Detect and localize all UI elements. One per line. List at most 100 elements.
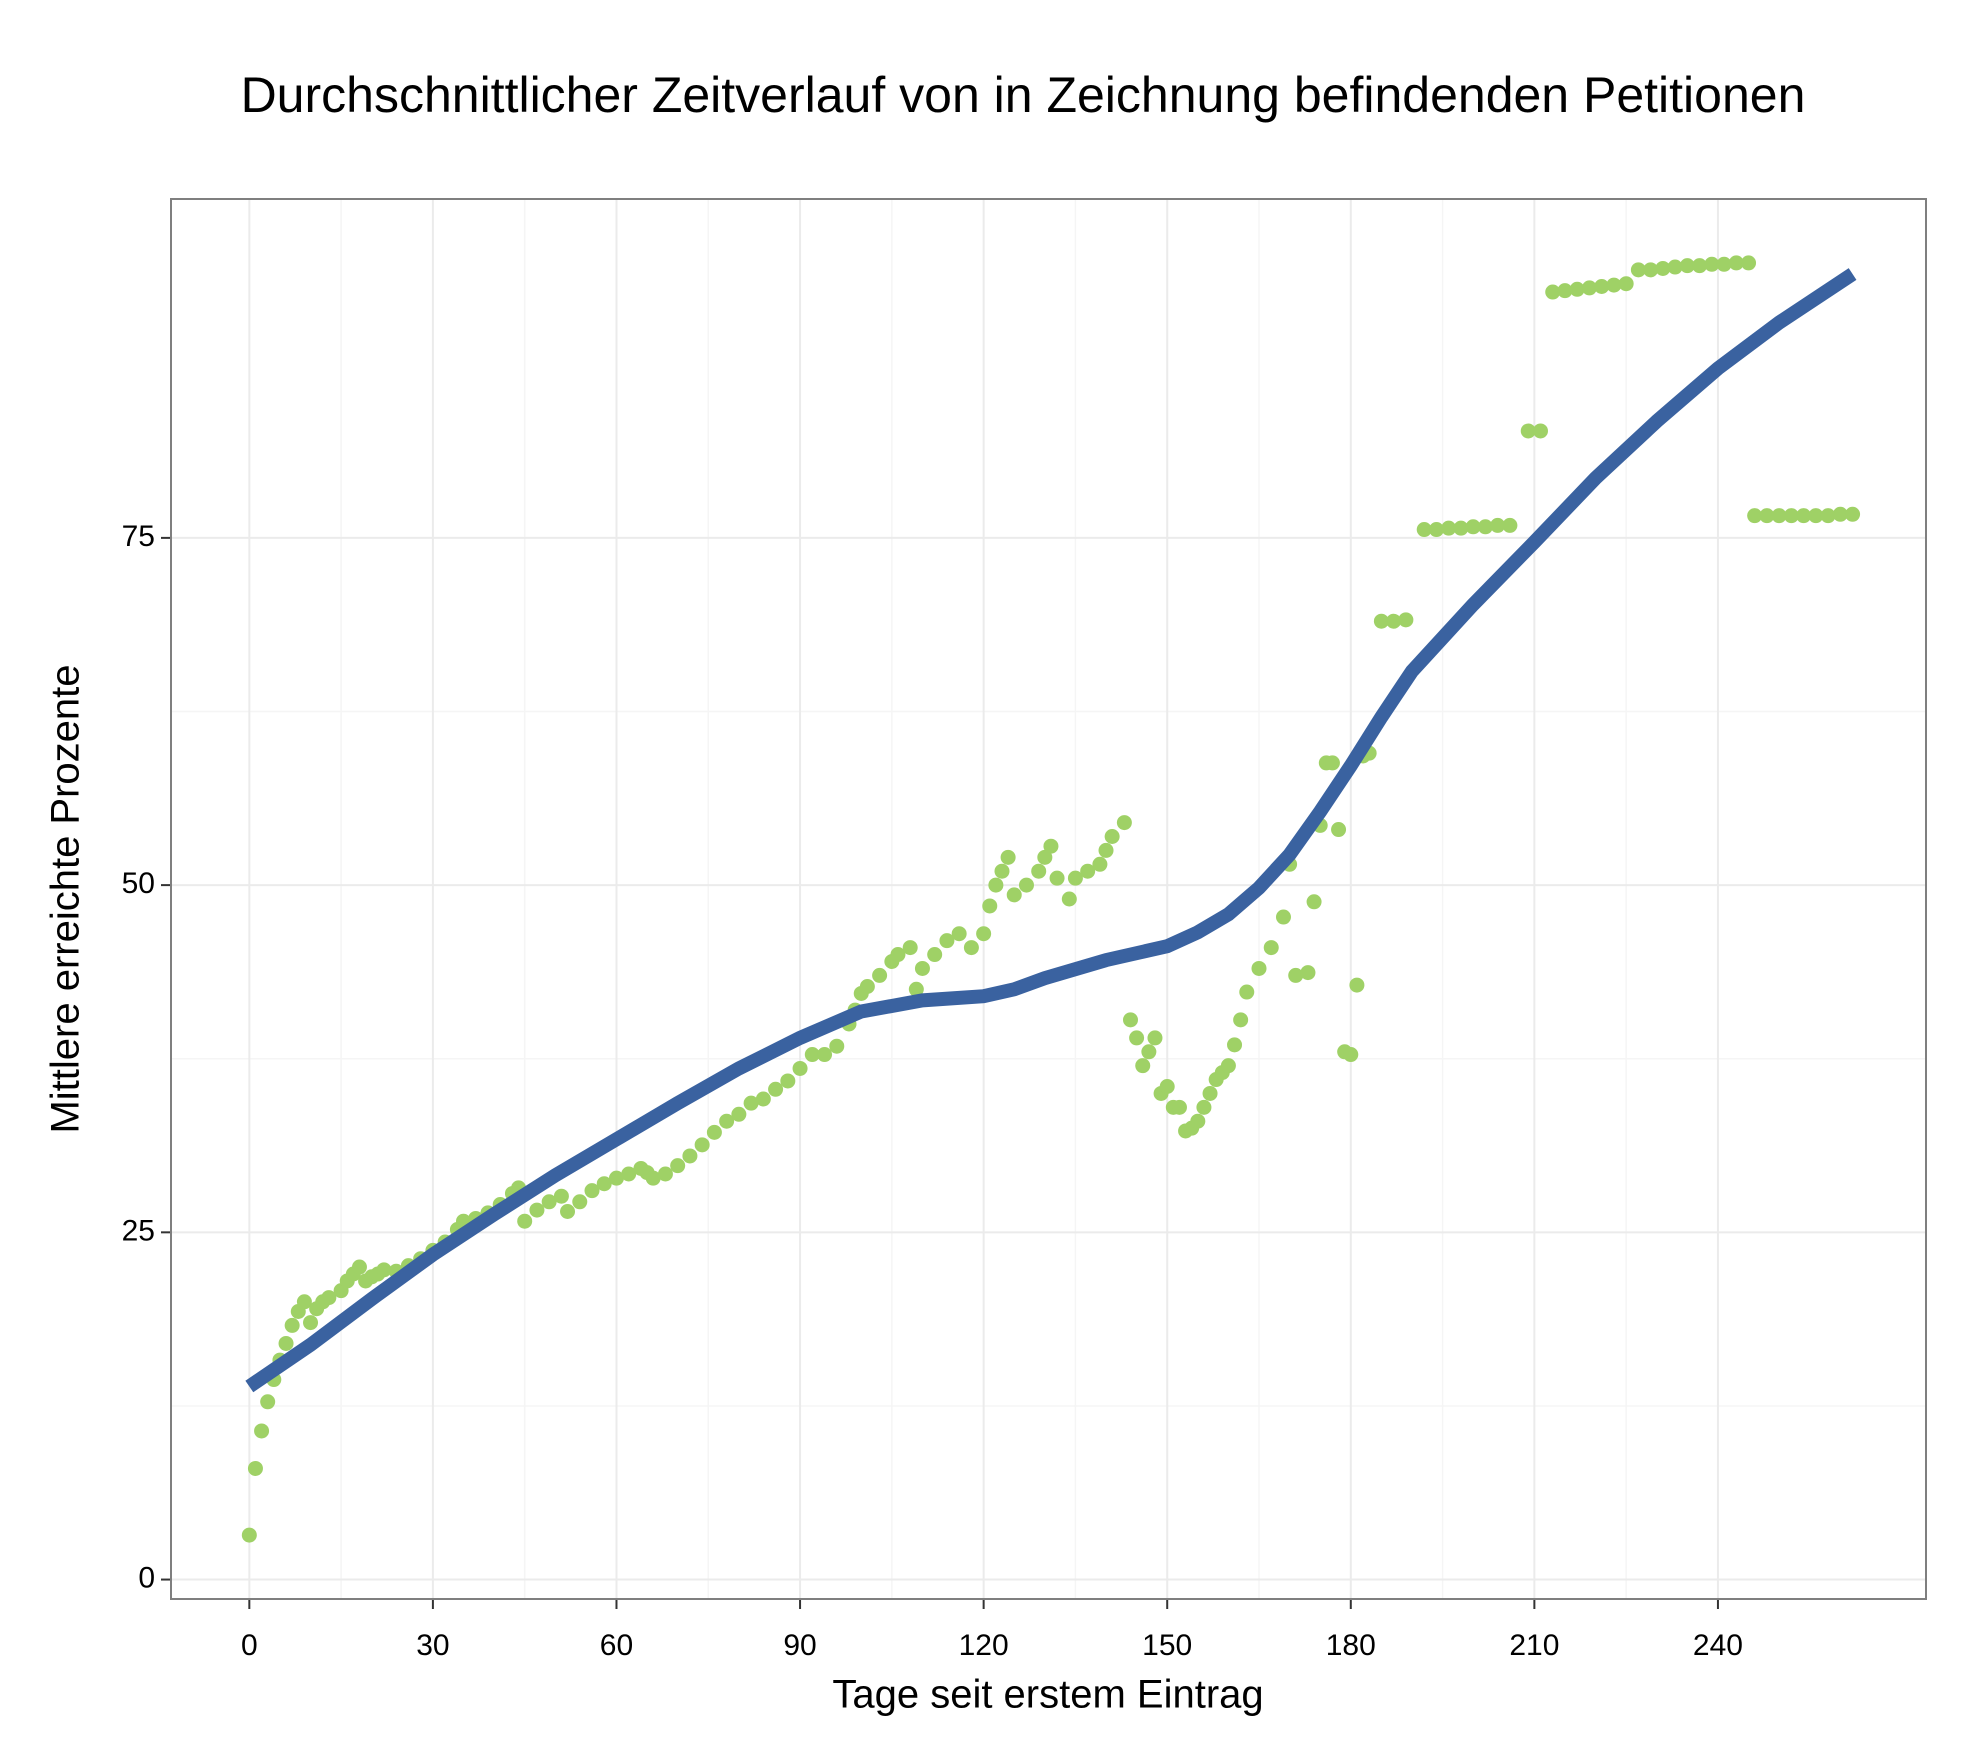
y-tick-label: 75 <box>122 520 155 553</box>
data-point <box>1655 260 1671 276</box>
data-point <box>321 1290 337 1306</box>
data-point <box>608 1170 624 1186</box>
data-point <box>1116 815 1132 831</box>
data-point <box>927 947 943 963</box>
data-point <box>829 1038 845 1054</box>
data-point <box>1557 283 1573 299</box>
data-point <box>939 933 955 949</box>
data-point <box>278 1335 294 1351</box>
data-point <box>731 1106 747 1122</box>
data-point <box>1324 755 1340 771</box>
data-point <box>254 1423 270 1439</box>
data-point <box>1428 522 1444 538</box>
data-point <box>1220 1058 1236 1074</box>
data-point <box>963 940 979 956</box>
data-point <box>1092 856 1108 872</box>
x-tick-label: 120 <box>959 1629 1009 1662</box>
data-point <box>914 960 930 976</box>
data-point <box>872 967 888 983</box>
data-point <box>1018 877 1034 893</box>
data-point <box>1759 508 1775 524</box>
data-point <box>1343 1047 1359 1063</box>
data-point <box>1783 508 1799 524</box>
y-tick-label: 25 <box>122 1214 155 1247</box>
y-tick-label: 50 <box>122 867 155 900</box>
data-point <box>1171 1099 1187 1115</box>
data-point <box>706 1124 722 1140</box>
data-point <box>1716 256 1732 272</box>
data-point <box>755 1091 771 1107</box>
data-point <box>1122 1012 1138 1028</box>
data-point <box>1594 279 1610 294</box>
data-point <box>719 1113 735 1129</box>
data-point <box>1331 822 1347 838</box>
data-point <box>1275 909 1291 925</box>
x-tick-label: 240 <box>1693 1629 1743 1662</box>
data-point <box>596 1176 612 1192</box>
data-point <box>241 1527 257 1543</box>
data-point <box>584 1183 600 1199</box>
x-tick-label: 30 <box>416 1629 449 1662</box>
smooth-line <box>245 268 1857 1393</box>
data-point <box>1239 984 1255 1000</box>
data-point <box>976 926 992 942</box>
plot-border <box>170 198 1927 1600</box>
data-point <box>1569 281 1585 297</box>
data-point <box>303 1315 319 1331</box>
data-point <box>902 940 918 956</box>
data-point <box>1453 520 1469 536</box>
data-point <box>1159 1079 1175 1094</box>
data-point <box>1061 891 1077 907</box>
data-point <box>682 1148 698 1164</box>
data-point <box>670 1158 686 1174</box>
data-point <box>804 1047 820 1063</box>
data-point <box>908 981 924 997</box>
data-point <box>1251 960 1267 976</box>
data-point <box>1263 940 1279 956</box>
data-point <box>1135 1058 1151 1074</box>
data-point <box>694 1137 710 1153</box>
y-tick-label: 0 <box>138 1561 155 1594</box>
data-point <box>1796 508 1812 524</box>
data-point <box>260 1394 276 1410</box>
data-point <box>1098 842 1114 858</box>
x-axis-label: Tage seit erstem Eintrag <box>832 1673 1263 1717</box>
data-point <box>1067 870 1083 886</box>
data-point <box>1692 258 1708 274</box>
y-axis-label: Mittlere erreichte Prozente <box>44 664 88 1133</box>
data-point <box>1618 276 1634 292</box>
data-point <box>982 898 998 914</box>
data-point <box>1233 1012 1249 1028</box>
data-point <box>768 1081 784 1097</box>
data-point <box>1845 506 1861 522</box>
x-tick-label: 180 <box>1326 1629 1376 1662</box>
data-point <box>553 1188 569 1204</box>
data-point <box>1080 863 1096 879</box>
data-point <box>572 1194 588 1210</box>
data-point <box>988 877 1004 893</box>
data-point <box>890 947 906 963</box>
data-point <box>792 1060 808 1076</box>
data-point <box>1129 1030 1145 1046</box>
data-point <box>1006 887 1022 903</box>
data-point <box>621 1166 637 1182</box>
data-point <box>951 926 967 942</box>
data-point <box>1202 1085 1218 1101</box>
data-point <box>376 1262 392 1278</box>
data-point <box>1679 258 1695 274</box>
data-point <box>541 1194 557 1210</box>
data-point <box>296 1294 312 1310</box>
data-point <box>1532 423 1548 439</box>
data-point <box>1288 967 1304 983</box>
data-point <box>1000 849 1016 865</box>
data-point <box>645 1170 661 1186</box>
x-tick-label: 60 <box>600 1629 633 1662</box>
data-point <box>994 863 1010 879</box>
x-tick-label: 0 <box>241 1629 258 1662</box>
data-point <box>1581 280 1597 296</box>
data-point <box>1490 517 1506 533</box>
data-point <box>1043 838 1059 854</box>
data-point <box>1728 255 1744 271</box>
x-tick-label: 150 <box>1142 1629 1192 1662</box>
x-tick-label: 210 <box>1509 1629 1559 1662</box>
